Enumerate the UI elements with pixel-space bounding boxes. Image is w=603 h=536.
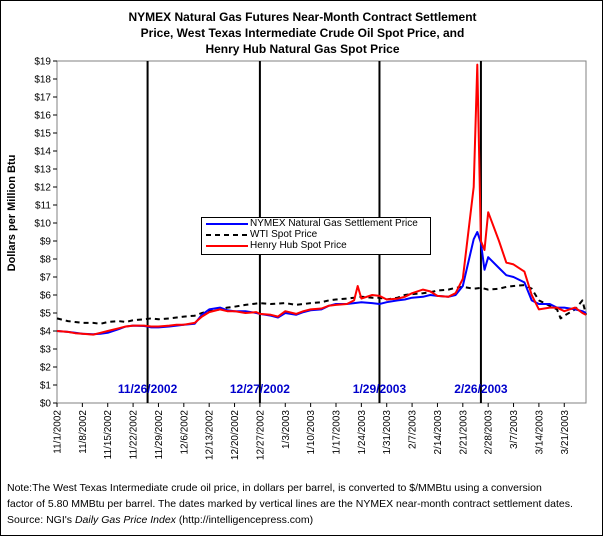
footnote-source-prefix: Source: NGI's — [7, 514, 75, 526]
x-tick-label: 11/15/2002 — [103, 410, 114, 460]
wti-series-line — [56, 284, 587, 325]
y-tick-label: $17 — [34, 93, 51, 104]
legend-label-wti: WTI Spot Price — [250, 229, 318, 240]
legend: NYMEX Natural Gas Settlement Price WTI S… — [201, 217, 431, 255]
chart-title: NYMEX Natural Gas Futures Near-Month Con… — [1, 9, 602, 57]
y-tick-label: $19 — [34, 57, 51, 68]
x-tick-label: 3/14/2003 — [534, 410, 545, 455]
settlement-date-label: 2/26/2003 — [454, 382, 508, 396]
footnote-source-url: (http://intelligencepress.com) — [175, 514, 314, 526]
legend-entry-wti: WTI Spot Price — [202, 229, 430, 240]
x-tick-label: 3/21/2003 — [560, 410, 571, 455]
x-tick-label: 2/7/2003 — [408, 410, 419, 449]
y-tick-label: $15 — [34, 129, 51, 140]
y-tick-label: $2 — [40, 363, 52, 374]
settlement-date-label: 11/26/2002 — [118, 382, 178, 396]
y-tick-label: $1 — [40, 381, 52, 392]
x-tick-label: 2/21/2003 — [458, 410, 469, 455]
y-tick-label: $3 — [40, 345, 52, 356]
x-tick-label: 1/31/2003 — [382, 410, 393, 455]
title-line-3: Henry Hub Natural Gas Spot Price — [205, 42, 400, 56]
y-tick-label: $0 — [40, 399, 52, 410]
y-axis-title: Dollars per Million Btu — [6, 154, 18, 272]
x-tick-label: 12/6/2002 — [179, 410, 190, 455]
y-tick-label: $12 — [34, 183, 51, 194]
y-tick-label: $9 — [40, 237, 52, 248]
y-tick-label: $5 — [40, 309, 52, 320]
y-tick-label: $16 — [34, 111, 51, 122]
footnote-source-title: Daily Gas Price Index — [74, 514, 176, 526]
x-tick-label: 11/1/2002 — [53, 410, 64, 454]
legend-swatch-wti — [206, 234, 248, 236]
legend-entry-nymex: NYMEX Natural Gas Settlement Price — [202, 218, 430, 229]
y-tick-label: $13 — [34, 165, 51, 176]
x-tick-label: 12/20/2002 — [230, 410, 241, 460]
y-tick-label: $11 — [35, 201, 51, 212]
x-tick-label: 11/22/2002 — [129, 410, 140, 460]
y-tick-label: $7 — [40, 273, 52, 284]
henry-hub-series-line — [56, 63, 587, 336]
y-tick-label: $10 — [34, 219, 51, 230]
legend-label-henry-hub: Henry Hub Spot Price — [250, 240, 347, 251]
footnote: Note:The West Texas Intermediate crude o… — [7, 480, 597, 528]
footnote-line-3: Source: NGI's Daily Gas Price Index (htt… — [7, 512, 597, 528]
x-tick-label: 2/28/2003 — [484, 410, 495, 455]
legend-label-nymex: NYMEX Natural Gas Settlement Price — [250, 218, 418, 229]
title-line-2: Price, West Texas Intermediate Crude Oil… — [140, 26, 465, 40]
x-tick-label: 3/7/2003 — [509, 410, 520, 449]
title-line-1: NYMEX Natural Gas Futures Near-Month Con… — [128, 10, 477, 24]
y-tick-label: $18 — [34, 75, 51, 86]
legend-swatch-henry-hub — [206, 245, 248, 247]
y-tick-label: $4 — [40, 327, 52, 338]
x-tick-label: 2/14/2003 — [433, 410, 444, 455]
footnote-line-1: Note:The West Texas Intermediate crude o… — [7, 482, 542, 494]
x-tick-label: 1/24/2003 — [357, 410, 368, 455]
x-tick-label: 1/10/2003 — [306, 410, 317, 455]
x-tick-label: 12/13/2002 — [205, 410, 216, 460]
y-tick-label: $14 — [34, 147, 51, 158]
y-tick-label: $8 — [40, 255, 52, 266]
legend-entry-henry-hub: Henry Hub Spot Price — [202, 240, 430, 251]
settlement-date-label: 1/29/2003 — [353, 382, 407, 396]
x-tick-label: 11/8/2002 — [78, 410, 89, 454]
x-tick-label: 1/3/2003 — [281, 410, 292, 449]
y-tick-label: $6 — [40, 291, 52, 302]
footnote-line-2: factor of 5.80 MMBtu per barrel. The dat… — [7, 498, 573, 510]
x-tick-label: 1/17/2003 — [331, 410, 342, 455]
settlement-date-label: 12/27/2002 — [230, 382, 290, 396]
x-tick-label: 12/27/2002 — [255, 410, 266, 460]
x-tick-label: 11/29/2002 — [154, 410, 165, 460]
legend-swatch-nymex — [206, 223, 248, 225]
